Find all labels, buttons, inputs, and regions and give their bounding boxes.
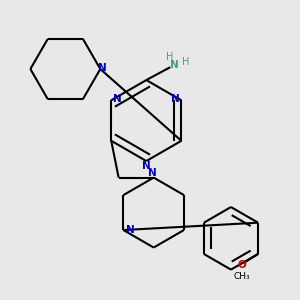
Text: N: N (126, 225, 134, 235)
Text: H: H (182, 57, 190, 67)
Text: H: H (166, 52, 173, 62)
Text: O: O (237, 260, 246, 270)
Text: N: N (171, 94, 180, 104)
Text: N: N (142, 161, 151, 171)
Text: N: N (113, 94, 122, 104)
Text: N: N (98, 63, 106, 73)
Text: N: N (148, 168, 157, 178)
Text: N: N (169, 60, 178, 70)
Text: CH₃: CH₃ (233, 272, 250, 281)
